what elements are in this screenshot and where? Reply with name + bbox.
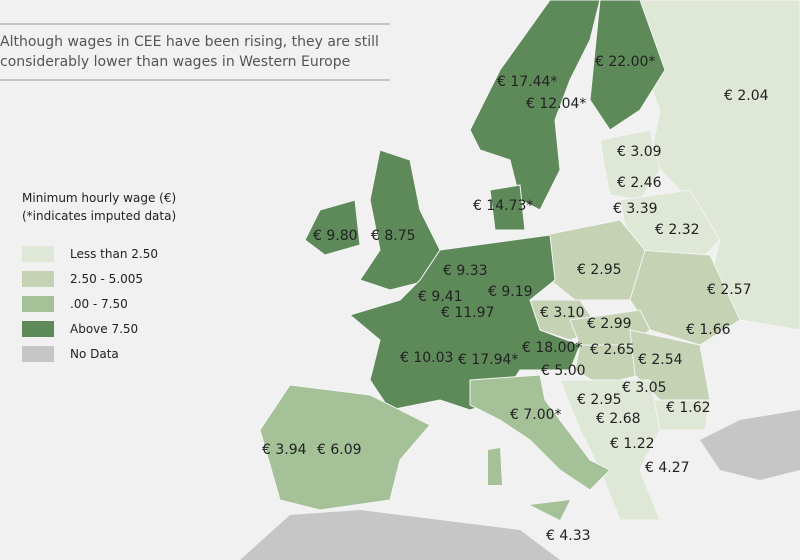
wage-label: € 2.95 xyxy=(577,392,622,408)
wage-label: € 7.00* xyxy=(510,407,562,423)
sicily xyxy=(530,500,570,520)
legend-swatch xyxy=(22,346,54,362)
legend-note: (*indicates imputed data) xyxy=(22,209,176,223)
labels: € 22.00* € 17.44* € 12.04* € 2.04 € 3.09… xyxy=(262,54,769,544)
denmark xyxy=(489,184,526,231)
ireland xyxy=(304,199,361,256)
wage-label: € 1.66 xyxy=(686,322,731,338)
wage-label: € 11.97 xyxy=(441,305,494,321)
wage-label: € 2.95 xyxy=(577,262,622,278)
wage-label: € 22.00* xyxy=(595,54,655,70)
legend-label: .00 - 7.50 xyxy=(70,297,128,311)
legend-label: Above 7.50 xyxy=(70,322,138,336)
north-africa xyxy=(240,510,560,560)
wage-label: € 2.04 xyxy=(724,88,769,104)
legend-label: Less than 2.50 xyxy=(70,247,158,261)
wage-label: € 3.10 xyxy=(540,305,585,321)
balkans xyxy=(559,379,661,521)
poland xyxy=(544,219,646,301)
wage-label: € 9.41 xyxy=(418,289,463,305)
wage-label: € 2.68 xyxy=(596,411,641,427)
legend-swatch xyxy=(22,271,54,287)
wage-label: € 9.19 xyxy=(488,284,533,300)
legend-label: No Data xyxy=(70,347,119,361)
legend-swatch xyxy=(22,246,54,262)
subtitle-line: Although wages in CEE have been rising, … xyxy=(0,34,379,50)
wage-label: € 4.33 xyxy=(546,528,591,544)
wage-label: € 10.03 xyxy=(400,350,453,366)
britain xyxy=(359,149,441,291)
legend: Less than 2.50 2.50 - 5.005 .00 - 7.50 Abov… xyxy=(22,246,158,362)
wage-label: € 3.39 xyxy=(613,201,658,217)
wage-label: € 14.73* xyxy=(473,198,533,214)
subtitle-line: considerably lower than wages in Western… xyxy=(0,54,350,70)
wage-label: € 2.65 xyxy=(590,342,635,358)
wage-label: € 1.62 xyxy=(666,400,711,416)
wage-label: € 2.99 xyxy=(587,316,632,332)
wage-label: € 5.00 xyxy=(541,363,586,379)
wage-label: € 18.00* xyxy=(522,340,582,356)
wage-label: € 6.09 xyxy=(317,442,362,458)
wage-label: € 3.09 xyxy=(617,144,662,160)
wage-label: € 17.94* xyxy=(458,352,518,368)
wage-label: € 4.27 xyxy=(645,460,690,476)
wage-label: € 2.32 xyxy=(655,222,700,238)
iberia xyxy=(259,384,431,511)
wage-label: € 2.54 xyxy=(638,352,683,368)
wage-label: € 3.05 xyxy=(622,380,667,396)
sardinia xyxy=(488,448,502,485)
wage-label: € 2.46 xyxy=(617,175,662,191)
wage-label: € 9.33 xyxy=(443,263,488,279)
legend-label: 2.50 - 5.005 xyxy=(70,272,143,286)
italy xyxy=(469,374,611,491)
norway-sweden xyxy=(469,0,601,211)
turkey xyxy=(700,410,800,480)
wage-label: € 1.22 xyxy=(610,436,655,452)
legend-swatch xyxy=(22,296,54,312)
wage-label: € 9.80 xyxy=(313,228,358,244)
finland xyxy=(589,0,666,131)
legend-title: Minimum hourly wage (€) xyxy=(22,191,176,205)
wage-label: € 12.04* xyxy=(526,96,586,112)
legend-swatch xyxy=(22,321,54,337)
wage-label: € 3.94 xyxy=(262,442,307,458)
wage-label: € 17.44* xyxy=(497,74,557,90)
wage-label: € 8.75 xyxy=(371,228,416,244)
wage-label: € 2.57 xyxy=(707,282,752,298)
